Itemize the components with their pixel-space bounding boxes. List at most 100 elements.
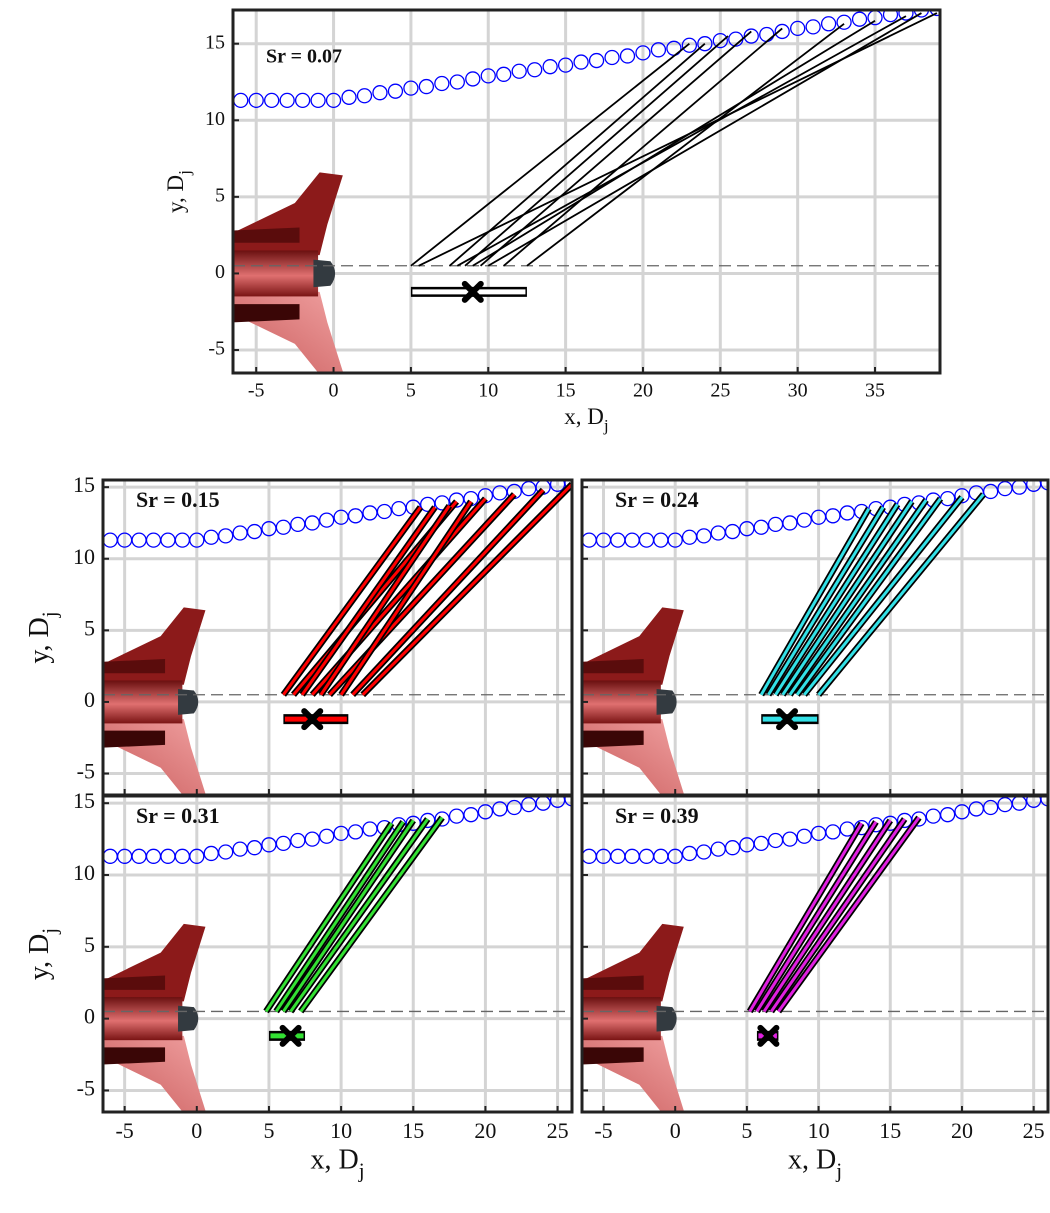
y-tick-label: 5 (84, 932, 95, 957)
aircraft (103, 923, 206, 1112)
shear-layer-point (557, 57, 574, 73)
shear-layer-point (174, 532, 191, 548)
shear-layer-point (753, 519, 769, 535)
x-tick-label: -5 (248, 380, 265, 402)
shear-layer-point (564, 480, 572, 491)
trajectory (319, 504, 451, 696)
axes-frame (231, 8, 942, 375)
shear-layer-point (248, 92, 264, 109)
shear-layer-point (232, 525, 248, 541)
shear-layer-point (796, 828, 812, 844)
shear-layer-point (724, 840, 741, 856)
shear-layer-point (925, 808, 941, 824)
y-axis-label: y, Dj (163, 170, 194, 213)
y-tick-label: 10 (73, 860, 95, 885)
shear-layer-point (387, 83, 404, 99)
shear-layer-point (203, 845, 219, 862)
x-tick-label: 10 (478, 380, 498, 402)
shear-layer-point (279, 92, 295, 109)
y-axis-label-subscript: j (37, 928, 61, 935)
y-tick-label: 0 (215, 261, 225, 283)
x-axis-label: x, Dj (564, 404, 608, 435)
shear-layer-point (131, 532, 147, 548)
shear-layer-point (696, 844, 712, 860)
shear-layer-point (233, 92, 249, 109)
y-tick-label: 15 (73, 472, 95, 497)
shear-layer-point (319, 828, 335, 844)
trajectory (274, 821, 405, 1013)
shear-layer-point (203, 529, 219, 545)
shear-layer-point (638, 848, 655, 864)
trajectory (762, 819, 892, 1013)
shear-layer-point (667, 848, 683, 864)
shear-layer-point (696, 528, 712, 544)
trajectory (418, 12, 938, 267)
shear-layer-point (839, 505, 855, 521)
shear-layer-point (434, 75, 450, 92)
probe-marker (279, 1024, 302, 1047)
x-axis-label-text: x, D (564, 404, 604, 429)
shear-layer-point (743, 28, 759, 44)
shear-layer-point (610, 532, 626, 548)
shear-layer-point (898, 10, 914, 21)
shear-layer-point (356, 88, 373, 104)
shear-layer-point (218, 844, 234, 860)
trajectory (755, 821, 878, 1013)
shear-layer-point (294, 92, 311, 109)
shear-layer-point (542, 59, 558, 75)
shear-layer-point (189, 532, 205, 548)
shear-layer-point (246, 840, 263, 856)
trajectory (472, 19, 876, 267)
trajectory (767, 506, 885, 696)
trajectory (770, 818, 906, 1013)
shear-layer-point (710, 525, 726, 541)
shear-layer-point (790, 20, 806, 37)
shear-layer-point (882, 815, 898, 831)
annotation: Sr = 0.07 (266, 46, 342, 68)
x-tick-label: 5 (406, 380, 416, 402)
y-tick-label: 10 (205, 108, 225, 130)
x-axis-label: x, Dj (310, 1145, 364, 1182)
shear-layer-point (290, 516, 306, 533)
shear-layer-point (604, 49, 620, 66)
y-tick-label: -5 (208, 338, 225, 360)
trajectory (748, 822, 863, 1013)
shear-layer-point (477, 804, 494, 820)
shear-layer-point (403, 80, 419, 96)
y-tick-label: 15 (73, 788, 95, 813)
shear-layer-point (341, 89, 357, 105)
panel: Sr = 0.24 (580, 478, 1050, 797)
y-axis-label: y, Dj (24, 611, 61, 663)
x-tick-label: 0 (329, 380, 339, 402)
x-tick-label: 35 (865, 380, 885, 402)
shear-layer-point (610, 848, 626, 864)
x-axis-label-text: x, D (788, 1145, 836, 1176)
annotation: Sr = 0.24 (615, 487, 699, 512)
panel: -5 0 5 10 15 Sr = 0.15 y, Dj (24, 472, 574, 797)
trajectory (795, 497, 942, 696)
shear-layer-point (145, 848, 162, 864)
shear-layer-point (635, 45, 651, 61)
shear-layer-point (304, 831, 320, 847)
y-tick-label: 5 (84, 615, 95, 640)
shear-layer-point (448, 808, 465, 824)
trajectory (464, 35, 729, 267)
y-tick-label: 5 (215, 184, 225, 206)
trajectory (487, 12, 922, 267)
trajectory (339, 500, 473, 696)
aircraft (582, 607, 684, 795)
shear-layer-point (681, 845, 698, 862)
shear-layer-point (362, 821, 378, 837)
shear-layer-point (982, 483, 999, 500)
shear-layer-point (103, 848, 118, 864)
shear-layer-point (362, 505, 378, 521)
x-tick-label: 0 (670, 1118, 681, 1143)
y-axis-label-subscript: j (175, 170, 194, 176)
aircraft (233, 172, 343, 373)
shear-layer-point (825, 508, 841, 524)
shear-layer-point (160, 532, 176, 548)
x-tick-label: 25 (547, 1118, 569, 1143)
shear-layer-point (650, 42, 667, 58)
shear-layer-point (145, 532, 162, 548)
